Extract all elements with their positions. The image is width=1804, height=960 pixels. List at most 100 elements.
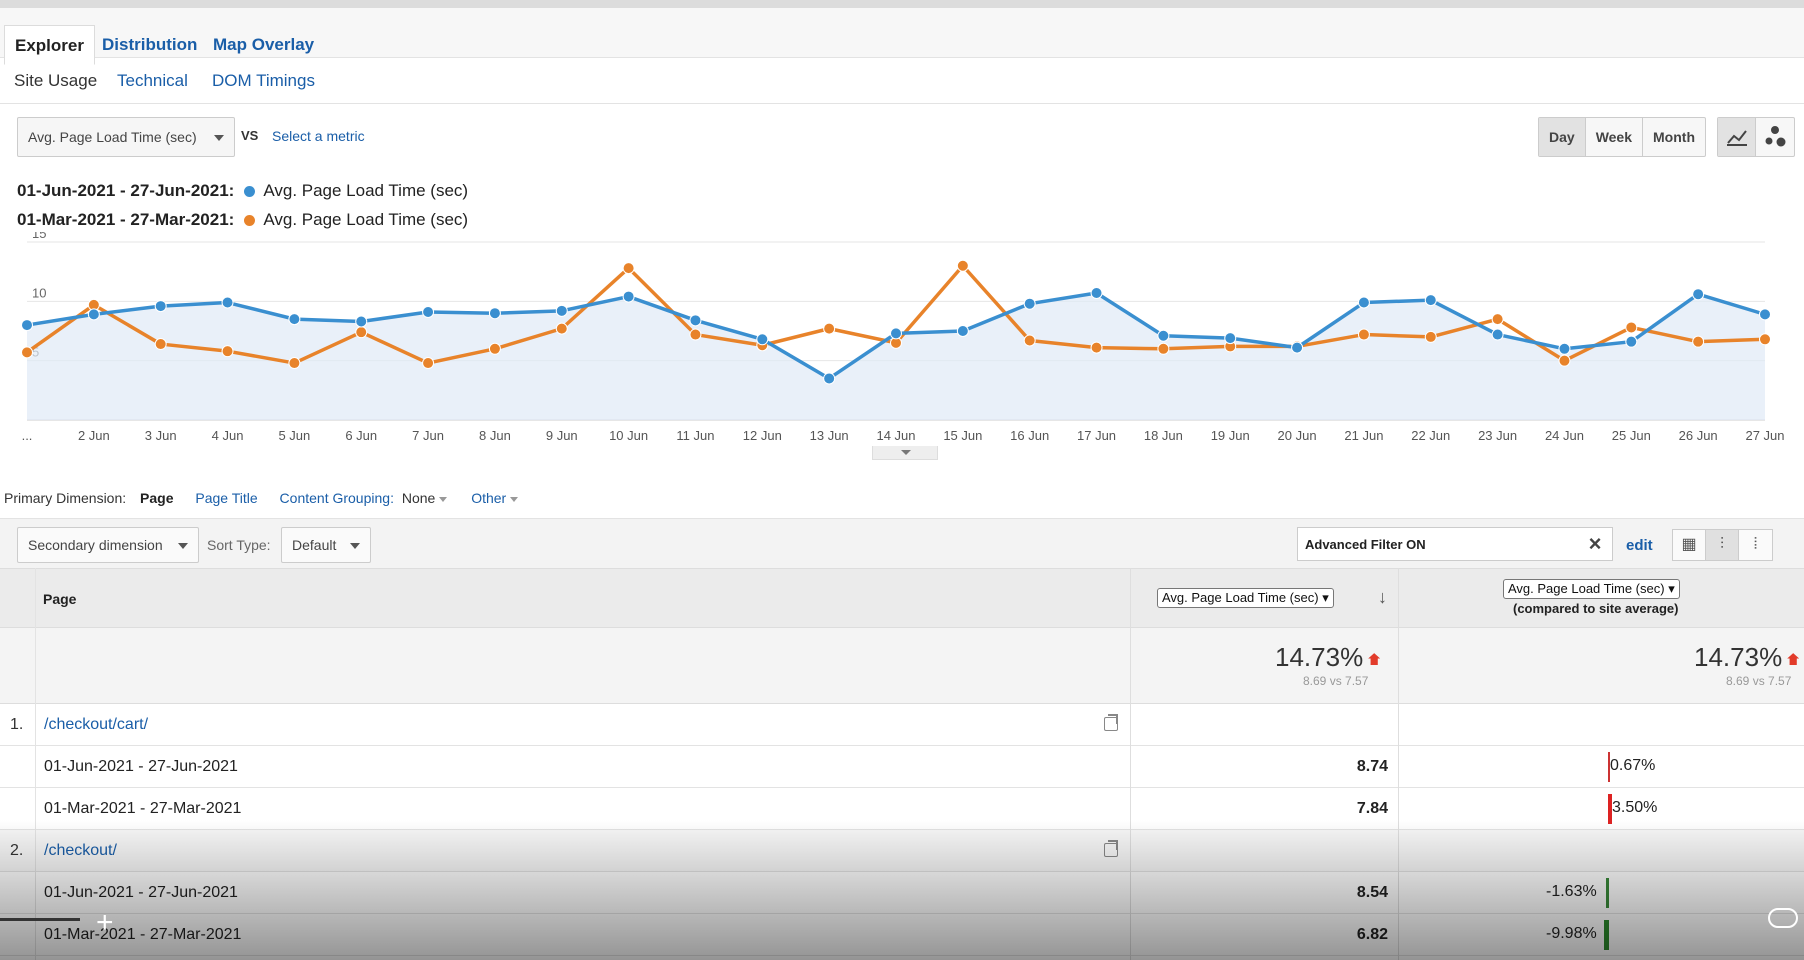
chevron-down-icon	[510, 496, 519, 502]
table-row: 01-Jun-2021 - 27-Jun-2021 8.74 0.67%	[0, 746, 1804, 788]
primary-dimension-label: Primary Dimension:	[4, 490, 127, 506]
x-tick-label: 22 Jun	[1411, 428, 1450, 443]
compare-value: -1.63%	[1546, 883, 1597, 900]
date-range: 01-Mar-2021 - 27-Mar-2021	[44, 800, 242, 817]
player-progress-bar[interactable]	[0, 918, 80, 921]
chevron-down-icon	[901, 450, 911, 455]
compare-subtitle: (compared to site average)	[1513, 601, 1679, 616]
data-point	[622, 290, 635, 303]
metric-dropdown[interactable]: Avg. Page Load Time (sec)	[17, 117, 235, 157]
chevron-down-icon	[350, 543, 360, 549]
y-tick-label: 15	[32, 232, 46, 241]
x-tick-label: 6 Jun	[345, 428, 377, 443]
metric-column-select[interactable]: Avg. Page Load Time (sec) ▾	[1157, 588, 1334, 608]
dimension-page[interactable]: Page	[140, 490, 174, 506]
day-button[interactable]: Day	[1539, 118, 1586, 156]
data-point	[1157, 329, 1170, 342]
x-tick-label: 23 Jun	[1478, 428, 1517, 443]
data-point	[422, 357, 435, 370]
data-point	[1491, 328, 1504, 341]
month-button[interactable]: Month	[1653, 129, 1695, 145]
motion-chart-button[interactable]	[1756, 118, 1794, 156]
line-chart-button[interactable]	[1718, 118, 1756, 156]
data-point	[1692, 335, 1705, 348]
positive-compare-bar	[1608, 752, 1610, 782]
row-number: 1.	[10, 716, 24, 733]
row-number-divider	[35, 568, 36, 960]
tab-distribution[interactable]: Distribution	[102, 35, 198, 54]
metric-value: 7.84	[1356, 800, 1388, 817]
content-grouping-value[interactable]: None	[401, 490, 436, 506]
total-change-percent: 14.73%	[1275, 642, 1381, 673]
metric-column-label: Avg. Page Load Time (sec)	[1162, 590, 1319, 605]
edit-filter-link[interactable]: edit	[1626, 537, 1653, 554]
data-point	[488, 342, 501, 355]
clear-filter-icon[interactable]: ×	[1588, 531, 1602, 556]
dimension-page-title[interactable]: Page Title	[195, 490, 258, 506]
data-point	[1157, 342, 1170, 355]
sort-type-dropdown[interactable]: Default	[281, 527, 371, 563]
x-tick-label: 19 Jun	[1211, 428, 1250, 443]
report-tabs: Explorer Distribution Map Overlay	[0, 8, 1804, 65]
table-row[interactable]: 1. /checkout/cart/	[0, 704, 1804, 746]
column-divider	[1398, 568, 1399, 960]
subtab-dom-timings[interactable]: DOM Timings	[212, 71, 315, 90]
compare-metric-select[interactable]: Avg. Page Load Time (sec) ▾	[1503, 579, 1680, 599]
subtab-technical[interactable]: Technical	[117, 71, 188, 90]
open-page-icon[interactable]	[1104, 714, 1118, 731]
data-table-view-icon[interactable]: ▦	[1673, 530, 1706, 560]
table-row: 01-Jun-2021 - 27-Jun-2021 8.54 -1.63%	[0, 872, 1804, 914]
collapse-chart-handle[interactable]	[872, 446, 938, 460]
x-tick-label: 8 Jun	[479, 428, 511, 443]
content-grouping-label[interactable]: Content Grouping:	[279, 490, 394, 506]
data-point	[1491, 313, 1504, 326]
legend-range-previous: 01-Mar-2021 - 27-Mar-2021:	[17, 210, 235, 229]
data-point	[1224, 332, 1237, 345]
metric-dropdown-label: Avg. Page Load Time (sec)	[28, 129, 197, 145]
tab-explorer[interactable]: Explorer	[4, 25, 95, 65]
table-row[interactable]: 2. /checkout/	[0, 830, 1804, 872]
x-tick-label: 18 Jun	[1144, 428, 1183, 443]
chevron-down-icon	[178, 543, 188, 549]
pivot-view-icon[interactable]: ⦙	[1753, 536, 1758, 553]
cloud-download-icon[interactable]	[1768, 908, 1798, 928]
metric-value: 8.74	[1356, 758, 1388, 775]
open-page-icon[interactable]	[1104, 840, 1118, 857]
x-tick-label: ...	[22, 428, 33, 443]
page-link[interactable]: /checkout/cart/	[44, 716, 149, 733]
orange-dot-icon	[244, 215, 256, 227]
tab-map-overlay[interactable]: Map Overlay	[213, 35, 315, 54]
x-tick-label: 11 Jun	[676, 428, 714, 443]
data-point	[1090, 287, 1103, 300]
page-link[interactable]: /checkout/	[44, 842, 117, 859]
date-range: 01-Jun-2021 - 27-Jun-2021	[44, 758, 238, 775]
advanced-filter-field[interactable]: Advanced Filter ON	[1297, 527, 1613, 561]
week-button[interactable]: Week	[1586, 118, 1644, 156]
red-up-arrow-icon	[1787, 653, 1800, 666]
data-point	[555, 322, 568, 335]
data-point	[1424, 294, 1437, 307]
data-point	[288, 313, 301, 326]
total-comparison-compare: 8.69 vs 7.57	[1726, 674, 1792, 688]
other-dimension-link[interactable]: Other	[471, 490, 507, 506]
data-point	[1625, 321, 1638, 334]
data-point	[1558, 354, 1571, 367]
x-tick-label: 21 Jun	[1344, 428, 1383, 443]
x-tick-label: 20 Jun	[1278, 428, 1317, 443]
x-tick-label: 25 Jun	[1612, 428, 1651, 443]
data-point	[488, 307, 501, 320]
data-point	[1759, 333, 1771, 346]
compare-value: 3.50%	[1612, 799, 1658, 816]
select-metric-link[interactable]: Select a metric	[272, 128, 365, 144]
data-point	[823, 322, 836, 335]
sort-type-value: Default	[292, 537, 337, 553]
comparison-view-icon[interactable]: ⫶	[1706, 530, 1739, 560]
plus-icon[interactable]: +	[96, 906, 114, 939]
x-tick-label: 14 Jun	[876, 428, 915, 443]
sort-descending-icon[interactable]: ↓	[1378, 587, 1387, 607]
total-change-percent-compare: 14.73%	[1694, 642, 1800, 673]
secondary-dimension-dropdown[interactable]: Secondary dimension	[17, 527, 199, 563]
subtab-site-usage[interactable]: Site Usage	[14, 71, 98, 90]
data-point	[1558, 342, 1571, 355]
